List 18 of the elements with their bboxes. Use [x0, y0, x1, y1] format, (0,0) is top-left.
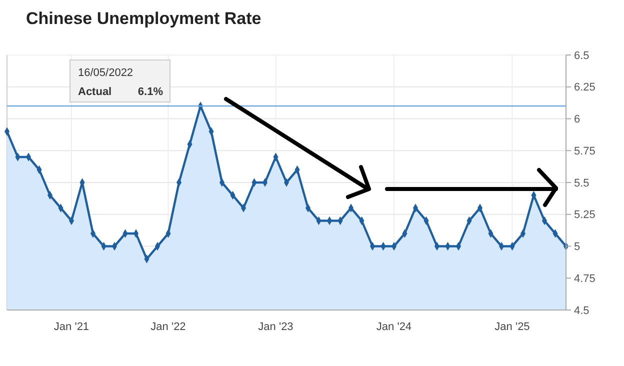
y-tick-label: 5.25 — [574, 209, 596, 222]
annotation: Actual — [78, 86, 112, 98]
x-tick-label: Jan '23 — [258, 321, 294, 333]
annotation: 16/05/2022 — [78, 67, 134, 79]
y-tick-label: 6.5 — [574, 50, 590, 62]
y-tick-label: 4.5 — [574, 304, 590, 317]
y-tick-label: 5.75 — [574, 145, 596, 158]
x-tick-label: Jan '24 — [376, 321, 412, 333]
x-tick-label: Jan '21 — [54, 321, 90, 333]
annotation: 6.1% — [138, 86, 164, 98]
y-tick-label: 6 — [574, 114, 580, 126]
y-tick-label: 6.25 — [574, 82, 596, 94]
y-tick-label: 4.75 — [574, 272, 596, 285]
chart-title: Chinese Unemployment Rate — [26, 9, 262, 28]
x-tick-label: Jan '25 — [494, 321, 530, 333]
y-tick-label: 5 — [574, 241, 580, 254]
x-tick-label: Jan '22 — [150, 321, 186, 333]
y-tick-label: 5.5 — [574, 177, 590, 190]
